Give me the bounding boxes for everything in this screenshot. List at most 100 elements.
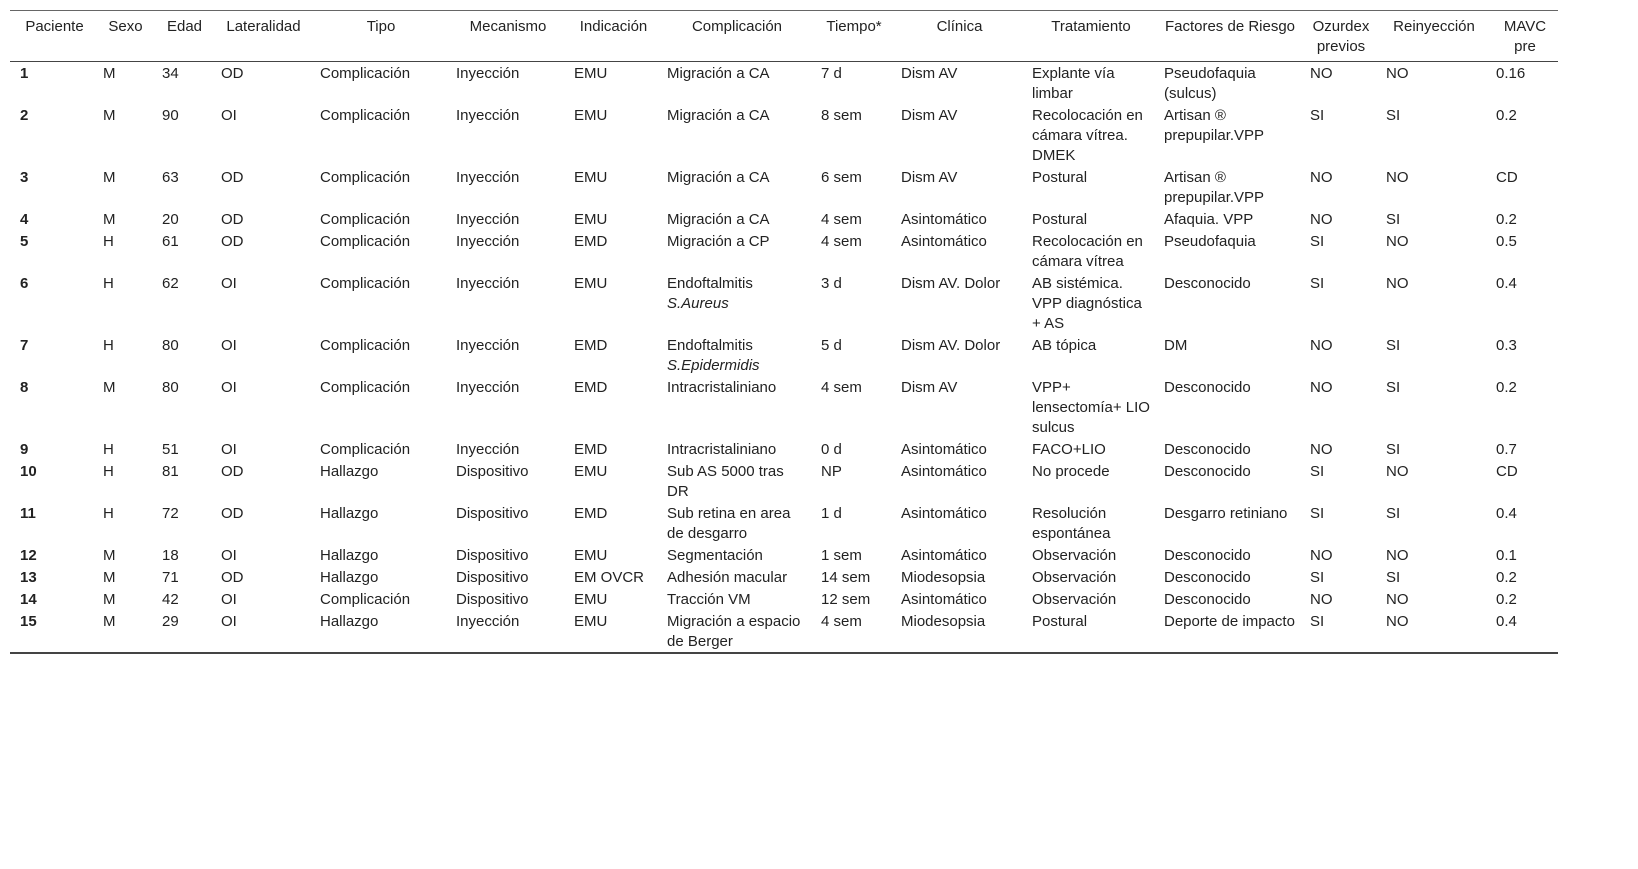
table-cell: Dispositivo (456, 505, 529, 522)
table-cell: Desconocido (1164, 379, 1251, 396)
table-cell: 0.7 (1496, 441, 1517, 458)
table-cell: OI (221, 337, 237, 354)
table-cell: 1 sem (821, 547, 862, 564)
column-header: Reinyección (1376, 10, 1486, 62)
table-cell: SI (1386, 505, 1401, 522)
table-cell: Dism AV (901, 169, 958, 186)
table-cell: FACO+LIO (1032, 441, 1106, 458)
table-cell: Migración a CA (667, 211, 770, 228)
table-cell: Complicación (320, 379, 411, 396)
table-cell: EM OVCR (574, 569, 645, 586)
table-cell: DM (1164, 337, 1188, 354)
table-cell: Artisan ® prepupilar.VPP (1164, 107, 1265, 144)
table-cell: 1 d (821, 505, 842, 522)
table-cell: EMD (574, 337, 608, 354)
table-cell: 80 (162, 337, 179, 354)
table-cell: 0 d (821, 441, 842, 458)
table-cell: Complicación (320, 107, 411, 124)
table-cell: NO (1386, 169, 1409, 186)
table-cell: Complicación (320, 337, 411, 354)
column-header: Edad (152, 10, 211, 62)
table-cell: Asintomático (901, 547, 987, 564)
table-cell: Miodesopsia (901, 569, 986, 586)
table-cell: 61 (162, 233, 179, 250)
column-header: Ozurdex previos (1300, 10, 1376, 62)
table-cell: Endoftalmitis S.Aureus (657, 272, 811, 334)
table-cell: EMU (574, 591, 608, 608)
table-cell: Inyección (456, 65, 520, 82)
table-cell: EMU (574, 613, 608, 630)
table-cell: Dism AV (901, 379, 958, 396)
table-cell: NO (1310, 211, 1333, 228)
table-cell: Inyección (456, 233, 520, 250)
table-cell: Asintomático (901, 441, 987, 458)
table-cell: EMD (574, 441, 608, 458)
table-cell: Inyección (456, 107, 520, 124)
table-cell: 7 (20, 337, 29, 354)
table-cell: Postural (1032, 613, 1088, 630)
table-cell: OI (221, 107, 237, 124)
table-cell: M (103, 613, 116, 630)
table-cell: Inyección (456, 275, 520, 292)
table-cell: OI (221, 441, 237, 458)
table-body: 1 M 34 OD Complicación Inyección EMU Migración … (10, 62, 1558, 654)
table-cell: 0.4 (1496, 275, 1517, 292)
table-cell: Complicación (320, 169, 411, 186)
table-cell: Sub retina en area de desgarro (667, 505, 791, 542)
table-row: 12 M 18 OI Hallazgo Dispositivo EMU Segmentació… (10, 544, 1558, 566)
column-header: Mecanismo (446, 10, 564, 62)
table-cell: Postural (1032, 169, 1088, 186)
table-cell: 81 (162, 463, 179, 480)
table-cell: M (103, 169, 116, 186)
table-cell: M (103, 379, 116, 396)
table-cell: 0.2 (1496, 591, 1517, 608)
table-cell: Segmentación (667, 547, 763, 564)
header-row: Paciente Sexo Edad Lateralidad Tipo Mecanismo… (10, 10, 1558, 62)
table-cell: Hallazgo (320, 463, 379, 480)
table-row: 2 M 90 OI Complicación Inyección EMU Migración … (10, 104, 1558, 166)
table-cell: Pseudofaquia (sulcus) (1164, 65, 1256, 102)
table-cell: Dispositivo (456, 463, 529, 480)
table-cell: 3 (20, 169, 29, 186)
species-name: S.Aureus (667, 295, 729, 312)
column-header: Clínica (891, 10, 1022, 62)
table-cell: Explante vía limbar (1032, 65, 1115, 102)
table-cell: 62 (162, 275, 179, 292)
table-cell: Migración a espacio de Berger (667, 613, 801, 650)
table-cell: M (103, 65, 116, 82)
table-cell: SI (1386, 379, 1401, 396)
table-cell: H (103, 233, 114, 250)
table-cell: OI (221, 379, 237, 396)
table-cell: H (103, 337, 114, 354)
table-row: 8 M 80 OI Complicación Inyección EMD Intracrist… (10, 376, 1558, 438)
table-cell: Asintomático (901, 211, 987, 228)
table-cell: Desgarro retiniano (1164, 505, 1288, 522)
table-cell: CD (1496, 169, 1518, 186)
table-cell: Tracción VM (667, 591, 751, 608)
table-cell: Afaquia. VPP (1164, 211, 1254, 228)
column-header: Factores de Riesgo (1154, 10, 1300, 62)
table-cell: No procede (1032, 463, 1110, 480)
table-cell: M (103, 107, 116, 124)
table-cell: Inyección (456, 379, 520, 396)
table-cell: Desconocido (1164, 547, 1251, 564)
table-cell: Migración a CA (667, 107, 770, 124)
table-cell: EMD (574, 505, 608, 522)
table-cell: 15 (20, 613, 37, 630)
table-cell: Complicación (320, 211, 411, 228)
table-cell: Inyección (456, 613, 520, 630)
table-cell: Postural (1032, 211, 1088, 228)
table-cell: 34 (162, 65, 179, 82)
table-cell: 90 (162, 107, 179, 124)
table-cell: Asintomático (901, 505, 987, 522)
table-cell: 5 d (821, 337, 842, 354)
table-cell: SI (1386, 441, 1401, 458)
table-cell: Hallazgo (320, 547, 379, 564)
table-cell: NO (1386, 275, 1409, 292)
table-cell: SI (1310, 275, 1325, 292)
table-cell: OD (221, 65, 244, 82)
table-row: 14 M 42 OI Complicación Dispositivo EMU Tracció… (10, 588, 1558, 610)
table-cell: 11 (20, 505, 36, 522)
table-row: 1 M 34 OD Complicación Inyección EMU Migración … (10, 62, 1558, 105)
